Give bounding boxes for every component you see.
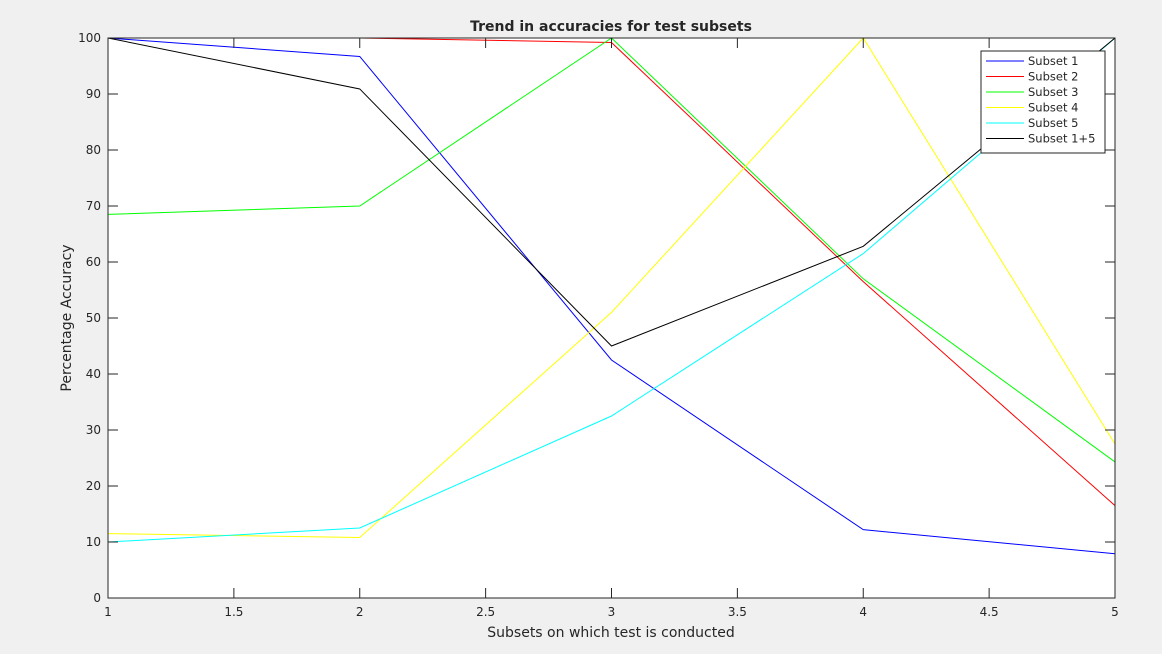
x-tick-label: 2.5 <box>476 605 495 619</box>
y-axis-label: Percentage Accuracy <box>59 244 75 391</box>
x-tick-label: 2 <box>356 605 364 619</box>
x-tick-label: 1.5 <box>224 605 243 619</box>
x-tick-label: 1 <box>104 605 112 619</box>
legend-label-4: Subset 4 <box>1028 101 1078 115</box>
y-tick-label: 40 <box>86 367 101 381</box>
legend-box <box>980 50 1106 154</box>
y-tick-label: 50 <box>86 311 101 325</box>
x-tick-label: 3 <box>608 605 616 619</box>
y-tick-label: 60 <box>86 255 101 269</box>
series-line-4 <box>107 37 1116 539</box>
legend-label-2: Subset 2 <box>1028 70 1078 84</box>
y-tick-label: 100 <box>78 31 101 45</box>
x-tick-label: 4.5 <box>980 605 999 619</box>
y-tick-label: 90 <box>86 87 101 101</box>
legend-label-1: Subset 1 <box>1028 54 1078 68</box>
x-tick-label: 5 <box>1111 605 1119 619</box>
legend-label-3: Subset 3 <box>1028 85 1078 99</box>
series-line-1 <box>107 37 1116 555</box>
series-line-5 <box>107 37 1116 543</box>
y-tick-label: 20 <box>86 479 101 493</box>
y-tick-label: 80 <box>86 143 101 157</box>
x-axis-label: Subsets on which test is conducted <box>487 625 734 641</box>
y-tick-label: 10 <box>86 535 101 549</box>
axes-box <box>107 37 1116 599</box>
legend-label-5: Subset 5 <box>1028 116 1078 130</box>
x-tick-label: 3.5 <box>728 605 747 619</box>
series-line-6 <box>107 37 1116 347</box>
x-tick-label: 4 <box>859 605 867 619</box>
chart-title: Trend in accuracies for test subsets <box>470 19 752 35</box>
y-tick-label: 30 <box>86 423 101 437</box>
legend-label-6: Subset 1+5 <box>1028 132 1095 146</box>
y-tick-label: 0 <box>93 591 101 605</box>
plot-area <box>108 38 1115 598</box>
y-tick-label: 70 <box>86 199 101 213</box>
